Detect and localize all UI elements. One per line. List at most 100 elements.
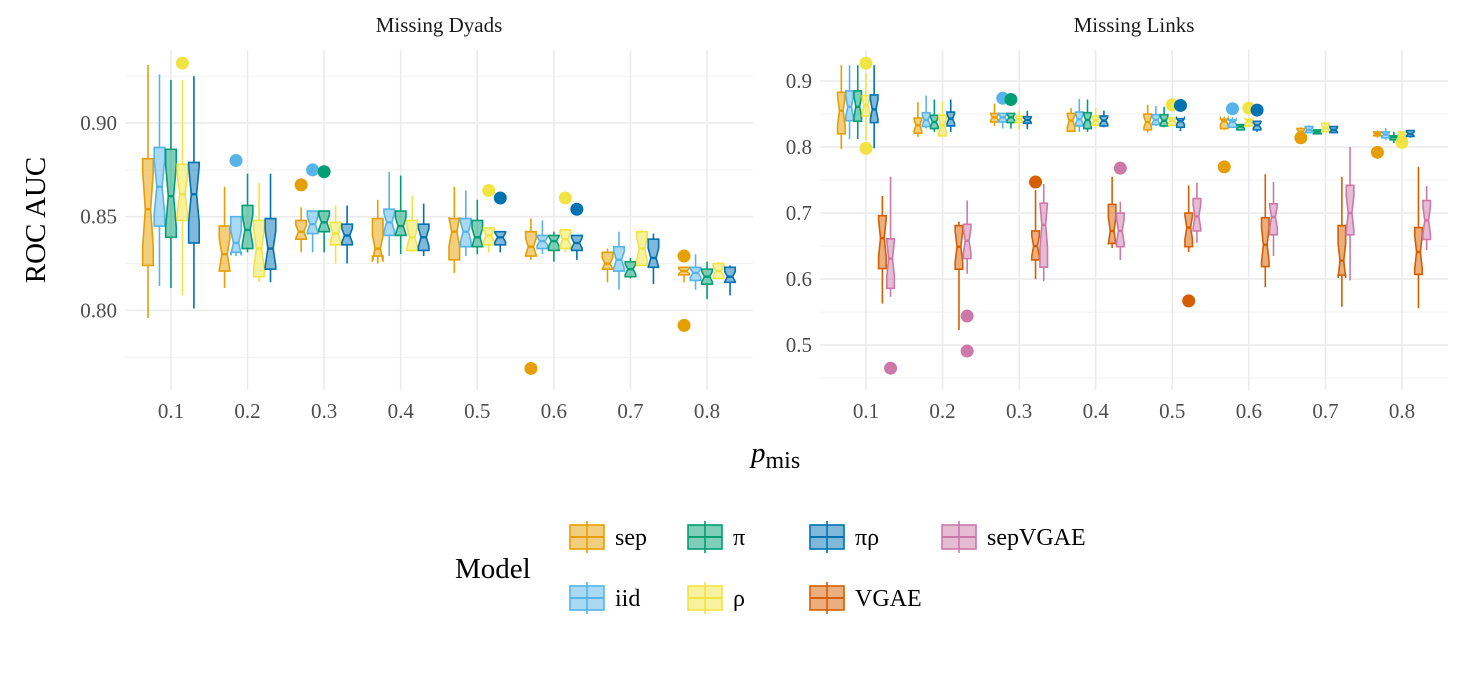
outlier-point — [677, 318, 691, 332]
box-rho-0.7 — [1320, 122, 1331, 133]
box-rho-0.3 — [329, 205, 342, 264]
box-VGAE-0.3 — [1029, 175, 1043, 280]
notched-box — [471, 219, 484, 248]
box-pirho-0.8 — [723, 265, 737, 296]
box-VGAE-0.8 — [1413, 166, 1424, 309]
box-sep-0.5 — [448, 186, 461, 273]
box-iid-0.6 — [536, 220, 549, 255]
box-iid-0.1 — [844, 65, 855, 140]
legend-item-iid: iid — [569, 582, 640, 614]
notched-box — [229, 215, 243, 256]
outlier-point — [677, 249, 691, 263]
notched-box — [547, 234, 560, 252]
outlier-point — [1250, 103, 1264, 117]
outlier-point — [1182, 294, 1196, 308]
outlier-point — [960, 344, 974, 358]
notched-box — [141, 157, 155, 267]
outlier-point — [1029, 175, 1043, 189]
box-pi-0.7 — [624, 257, 637, 279]
notched-box — [723, 266, 737, 284]
notched-box — [394, 210, 407, 237]
box-iid-0.1 — [153, 74, 166, 287]
x-tick-label: 0.4 — [388, 399, 415, 423]
x-tick-label: 0.1 — [158, 399, 184, 423]
legend-title: Model — [455, 553, 531, 585]
y-axis-title: ROC AUC — [20, 157, 52, 284]
box-pi-0.3 — [1004, 93, 1018, 129]
notched-box — [371, 217, 384, 262]
box-pirho-0.2 — [946, 99, 956, 132]
box-pirho-0.4 — [1099, 110, 1109, 128]
box-sep-0.3 — [989, 103, 1000, 126]
box-sep-0.4 — [371, 199, 384, 264]
box-rho-0.1 — [175, 56, 189, 296]
series-pirho — [187, 76, 737, 309]
box-pi-0.5 — [471, 199, 484, 255]
notched-box — [1175, 115, 1186, 129]
notched-box — [264, 217, 277, 270]
facet-title: Missing Links — [1074, 13, 1195, 37]
box-pirho-0.8 — [1405, 129, 1415, 138]
box-iid-0.3 — [306, 163, 320, 253]
box-pirho-0.5 — [493, 191, 507, 253]
notched-box — [877, 214, 887, 270]
notched-box — [836, 91, 846, 135]
box-sep-0.1 — [836, 65, 846, 150]
box-sep-0.7 — [601, 248, 614, 283]
box-pirho-0.3 — [1022, 110, 1032, 130]
box-iid-0.8 — [689, 254, 702, 290]
box-sepVGAE-0.8 — [1422, 186, 1432, 251]
box-pi-0.6 — [1236, 123, 1246, 131]
box-iid-0.2 — [921, 95, 931, 129]
box-rho-0.5 — [482, 183, 496, 253]
box-iid-0.4 — [383, 171, 396, 257]
facet-title: Missing Dyads — [376, 13, 503, 37]
outlier-point — [1370, 145, 1384, 159]
box-iid-0.2 — [229, 154, 243, 257]
box-rho-0.8 — [712, 261, 725, 280]
box-VGAE-0.4 — [1107, 176, 1117, 249]
outlier-point — [482, 183, 496, 197]
outlier-point — [1173, 98, 1187, 112]
box-sep-0.1 — [141, 64, 155, 318]
legend-item-pi: π — [687, 521, 745, 553]
box-sepVGAE-0.1 — [884, 176, 898, 375]
box-pi-0.2 — [241, 173, 254, 253]
legend-item-VGAE: VGAE — [809, 582, 922, 614]
series-pirho — [869, 65, 1415, 149]
y-tick-label: 0.90 — [80, 111, 117, 135]
x-tick-label: 0.4 — [1083, 399, 1110, 423]
outlier-point — [229, 154, 243, 168]
legend-label: ρ — [733, 586, 745, 612]
legend-label: sep — [615, 525, 647, 551]
notched-box — [241, 204, 254, 250]
outlier-point — [859, 56, 873, 70]
box-sep-0.8 — [1370, 130, 1384, 159]
outlier-point — [317, 165, 331, 179]
outlier-point — [859, 141, 873, 155]
box-pirho-0.6 — [570, 202, 584, 260]
box-pi-0.8 — [700, 261, 714, 300]
x-tick-label: 0.8 — [1389, 399, 1415, 423]
y-tick-label: 0.6 — [786, 267, 812, 291]
notched-box — [176, 163, 189, 222]
outlier-point — [1225, 102, 1239, 116]
box-VGAE-0.6 — [1260, 174, 1270, 288]
notched-box — [1219, 115, 1229, 130]
box-iid-0.4 — [1074, 98, 1084, 132]
legend-label: πρ — [855, 525, 879, 551]
legend-label: sepVGAE — [987, 525, 1086, 551]
y-tick-label: 0.5 — [786, 333, 812, 357]
notched-box — [1268, 203, 1279, 236]
series-sepVGAE — [884, 147, 1432, 375]
outlier-point — [1395, 135, 1409, 149]
box-iid-0.6 — [1225, 102, 1239, 129]
notched-box — [1107, 203, 1117, 245]
x-tick-label: 0.3 — [311, 399, 337, 423]
y-tick-label: 0.8 — [786, 135, 812, 159]
box-pirho-0.1 — [869, 65, 879, 149]
box-rho-0.4 — [406, 196, 419, 253]
notched-box — [1184, 212, 1194, 248]
